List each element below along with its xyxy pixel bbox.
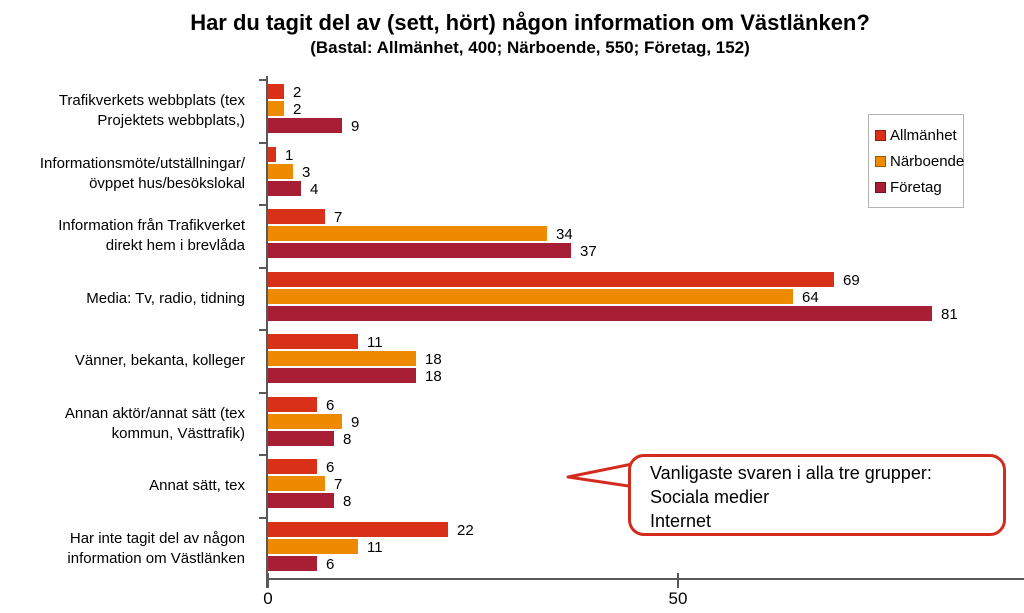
legend-swatch: [875, 129, 886, 141]
bar-value-label: 22: [457, 521, 474, 539]
legend: Allmänhet Närboende Företag: [868, 114, 964, 208]
legend-label: Företag: [890, 178, 942, 196]
bar-företag: [268, 305, 932, 321]
y-axis-tick: [259, 204, 268, 206]
bar-value-label: 9: [351, 118, 360, 135]
y-axis-tick: [259, 79, 268, 81]
bar-value-label: 7: [334, 209, 343, 226]
bar-allmänhet: [268, 84, 284, 99]
bar-företag: [268, 430, 334, 446]
category-label: Information från Trafikverket direkt hem…: [58, 217, 245, 255]
category-label: Har inte tagit del av någon information …: [67, 529, 245, 567]
legend-item-allmänhet: Allmänhet: [875, 122, 957, 148]
bar-företag: [268, 555, 317, 571]
bar-value-label: 8: [343, 493, 352, 510]
bar-value-label: 4: [310, 180, 319, 198]
y-axis-tick: [259, 391, 268, 394]
category-label: Vänner, bekanta, kolleger: [74, 352, 245, 370]
category-label: Informationsmöte/utställningar/ övppet h…: [39, 154, 245, 192]
callout-line: Sociala medier: [650, 487, 770, 507]
bar-företag: [268, 243, 571, 258]
bar-value-label: 3: [302, 163, 311, 181]
y-axis-tick: [259, 141, 268, 144]
x-axis: [266, 578, 1024, 580]
bar-value-label: 2: [293, 101, 302, 118]
bar-value-label: 81: [941, 305, 958, 323]
bar-value-label: 1: [285, 146, 294, 164]
bar-value-label: 11: [367, 538, 383, 556]
bar-value-label: 18: [425, 351, 442, 368]
bar-value-label: 2: [293, 84, 302, 101]
bar-allmänhet: [268, 271, 834, 287]
legend-swatch: [875, 155, 886, 167]
bar-företag: [268, 493, 334, 508]
bar-value-label: 34: [556, 226, 573, 243]
y-axis: [266, 76, 268, 588]
bar-value-label: 6: [326, 459, 335, 476]
bar-value-label: 9: [351, 413, 360, 431]
bar-närboende: [268, 351, 416, 366]
category-label: Annat sätt, tex: [149, 477, 245, 495]
callout-bubble: Vanligaste svaren i alla tre grupper: So…: [628, 454, 1006, 536]
x-axis-tick: [267, 573, 269, 588]
bar-value-label: 6: [326, 396, 335, 414]
bar-value-label: 6: [326, 555, 335, 573]
callout-line: Vanligaste svaren i alla tre grupper:: [650, 463, 932, 483]
y-axis-tick: [259, 516, 268, 519]
bar-allmänhet: [268, 209, 325, 224]
category-label: Annan aktör/annat sätt (tex kommun, Väst…: [64, 404, 245, 442]
bar-value-label: 37: [580, 243, 597, 260]
bar-närboende: [268, 476, 325, 491]
bar-närboende: [268, 413, 342, 429]
category-label: Trafikverkets webbplats (tex Projektets …: [58, 92, 245, 130]
bar-allmänhet: [268, 521, 448, 537]
bar-value-label: 18: [425, 368, 442, 385]
category-label: Media: Tv, radio, tidning: [86, 289, 245, 307]
bar-allmänhet: [268, 459, 317, 474]
y-axis-tick: [259, 454, 268, 456]
x-tick-label: 0: [263, 589, 273, 608]
bar-allmänhet: [268, 146, 276, 162]
bar-value-label: 8: [343, 430, 352, 448]
legend-label: Närboende: [890, 152, 965, 170]
callout-line: Internet: [650, 511, 712, 531]
bar-närboende: [268, 288, 793, 304]
y-axis-tick: [259, 329, 268, 331]
chart-subtitle: (Bastal: Allmänhet, 400; Närboende, 550;…: [310, 38, 750, 57]
chart-title: Har du tagit del av (sett, hört) någon i…: [190, 10, 870, 35]
bar-företag: [268, 368, 416, 383]
y-axis-tick: [259, 266, 268, 269]
bar-value-label: 69: [843, 271, 860, 289]
legend-swatch: [875, 181, 886, 193]
bar-allmänhet: [268, 396, 317, 412]
bar-företag: [268, 118, 342, 133]
bar-value-label: 7: [334, 476, 343, 493]
legend-label: Allmänhet: [890, 126, 957, 144]
bar-value-label: 11: [367, 334, 383, 351]
bar-närboende: [268, 163, 293, 179]
x-axis-tick: [677, 573, 679, 588]
legend-item-företag: Företag: [875, 174, 957, 200]
x-tick-label: 50: [668, 589, 688, 608]
bar-företag: [268, 180, 301, 196]
legend-item-närboende: Närboende: [875, 148, 964, 174]
bar-närboende: [268, 101, 284, 116]
bar-allmänhet: [268, 334, 358, 349]
bar-närboende: [268, 226, 547, 241]
bar-value-label: 64: [802, 288, 819, 306]
bar-närboende: [268, 538, 358, 554]
